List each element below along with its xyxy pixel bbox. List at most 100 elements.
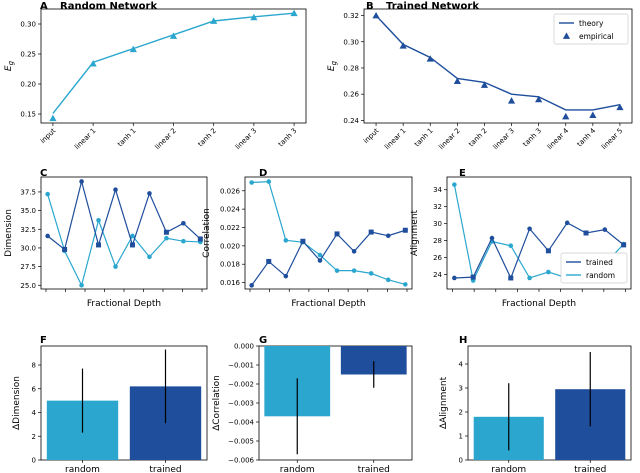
legend-box <box>553 13 629 45</box>
y-tick-label: 0.28 <box>343 64 359 72</box>
y-tick-label: 27.5 <box>20 263 36 271</box>
empirical-point <box>169 32 178 39</box>
trained-point <box>129 242 135 248</box>
random-point <box>147 254 152 260</box>
y-tick-label: 6 <box>32 385 37 393</box>
trained-point <box>508 275 514 281</box>
empirical-point <box>562 112 570 120</box>
random-point <box>130 233 135 239</box>
x-tick-label: random <box>491 465 526 473</box>
x-tick-label: input <box>362 127 381 146</box>
trained-point <box>452 275 457 281</box>
random-point <box>317 252 323 258</box>
x-tick-label: tanh 1 <box>116 127 138 149</box>
x-tick-label: random <box>280 465 315 473</box>
empirical-point <box>89 60 97 67</box>
y-tick-label: 0.24 <box>343 117 359 125</box>
trained-point <box>368 229 374 235</box>
empirical-point <box>616 103 624 111</box>
empirical-point <box>399 42 407 49</box>
empirical-point <box>290 9 298 17</box>
y-tick-label: −0.002 <box>228 381 254 389</box>
x-tick-label: linear 1 <box>73 127 97 151</box>
y-tick-label: −0.006 <box>228 457 254 465</box>
random-point <box>79 282 84 288</box>
random-point <box>351 268 357 273</box>
random-point <box>96 218 101 223</box>
trained-point <box>583 230 589 236</box>
axes-frame <box>363 8 633 124</box>
y-tick-label: 24 <box>433 271 442 279</box>
y-tick-label: 0.25 <box>20 51 36 59</box>
random-point <box>368 271 374 276</box>
y-tick-label: 1 <box>459 433 463 441</box>
x-tick-label: linear 2 <box>154 127 178 151</box>
trained-point <box>147 191 152 196</box>
empirical-point <box>507 97 516 104</box>
trained-point <box>402 227 408 233</box>
random-point <box>45 191 50 197</box>
y-tick-label: 0.026 <box>220 187 241 195</box>
legend-label-theory: theory <box>579 19 604 28</box>
theory-line <box>375 15 621 111</box>
trained-point <box>283 273 289 279</box>
trained-point <box>564 220 570 226</box>
y-tick-label: 0.26 <box>343 91 359 99</box>
empirical-point <box>129 45 137 53</box>
trained-point <box>545 248 551 254</box>
y-tick-label: −0.003 <box>228 400 254 408</box>
y-tick-label: 0.000 <box>234 343 254 351</box>
x-tick-label: linear 1 <box>383 127 407 151</box>
axes-frame <box>244 176 413 290</box>
y-tick-label: 0 <box>32 457 36 465</box>
y-tick-label: 0.30 <box>343 38 359 46</box>
panel-letter: D <box>259 168 267 179</box>
empirical-point <box>210 17 218 24</box>
trained-line <box>251 229 406 286</box>
trained-point <box>351 249 357 254</box>
empirical-point <box>49 114 57 122</box>
x-tick-label: random <box>65 465 100 473</box>
legend-swatch-empirical <box>562 32 571 39</box>
x-tick-label: linear 3 <box>492 127 516 151</box>
random-point <box>266 179 272 184</box>
axes-frame <box>40 176 208 290</box>
trained-point <box>62 246 68 252</box>
y-tick-label: 35.0 <box>20 207 36 215</box>
trained-line <box>454 222 625 280</box>
y-tick-label: −0.001 <box>228 362 254 370</box>
random-point <box>283 238 289 243</box>
x-axis-label: Fractional Depth <box>87 299 161 309</box>
x-tick-label: tanh 3 <box>277 127 299 149</box>
random-point <box>452 182 457 187</box>
y-tick-label: 37.5 <box>20 188 36 196</box>
y-tick-label: 26 <box>433 254 442 262</box>
y-axis-label: Eg <box>327 60 338 71</box>
panel-b: B Trained Network 0.24 0.26 0.28 0.30 0.32 Eg in… <box>327 1 633 151</box>
x-tick-label: trained <box>358 465 390 473</box>
y-tick-label: −0.005 <box>228 438 254 446</box>
axes-frame <box>40 345 208 461</box>
panel-g: G 0.000 −0.001 −0.002 −0.003 −0.004 −0.005 −0.0… <box>212 335 413 473</box>
x-tick-label: linear 2 <box>437 127 461 151</box>
empirical-point <box>250 13 258 21</box>
trained-line <box>47 179 201 251</box>
x-tick-label: tanh 3 <box>521 127 543 149</box>
trained-point <box>79 179 84 184</box>
theory-line <box>52 12 295 114</box>
axes-frame <box>467 345 632 461</box>
y-axis-label: Alignment <box>410 209 420 256</box>
y-tick-label: 0.022 <box>220 224 240 232</box>
y-tick-label: 32.5 <box>20 226 36 234</box>
y-axis-label: ΔDimension <box>12 376 22 430</box>
x-tick-label: trained <box>149 465 181 473</box>
panel-d: D 0.016 0.018 0.020 0.022 0.024 0.026 Correlati… <box>202 168 413 309</box>
empirical-point <box>426 55 434 62</box>
panel-e: E 24 26 28 30 32 34 Alignment Fractional Depth tr… <box>410 168 632 309</box>
panel-c: C 25.0 27.5 30.0 32.5 35.0 37.5 Dimension Fracti… <box>4 168 208 309</box>
random-point <box>334 268 340 273</box>
trained-point <box>602 227 608 232</box>
y-tick-label: 0.020 <box>220 242 240 250</box>
